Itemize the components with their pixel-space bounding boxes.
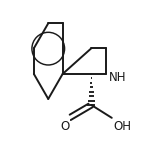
Text: NH: NH <box>108 71 126 84</box>
Text: O: O <box>60 120 69 133</box>
Text: OH: OH <box>113 120 131 133</box>
